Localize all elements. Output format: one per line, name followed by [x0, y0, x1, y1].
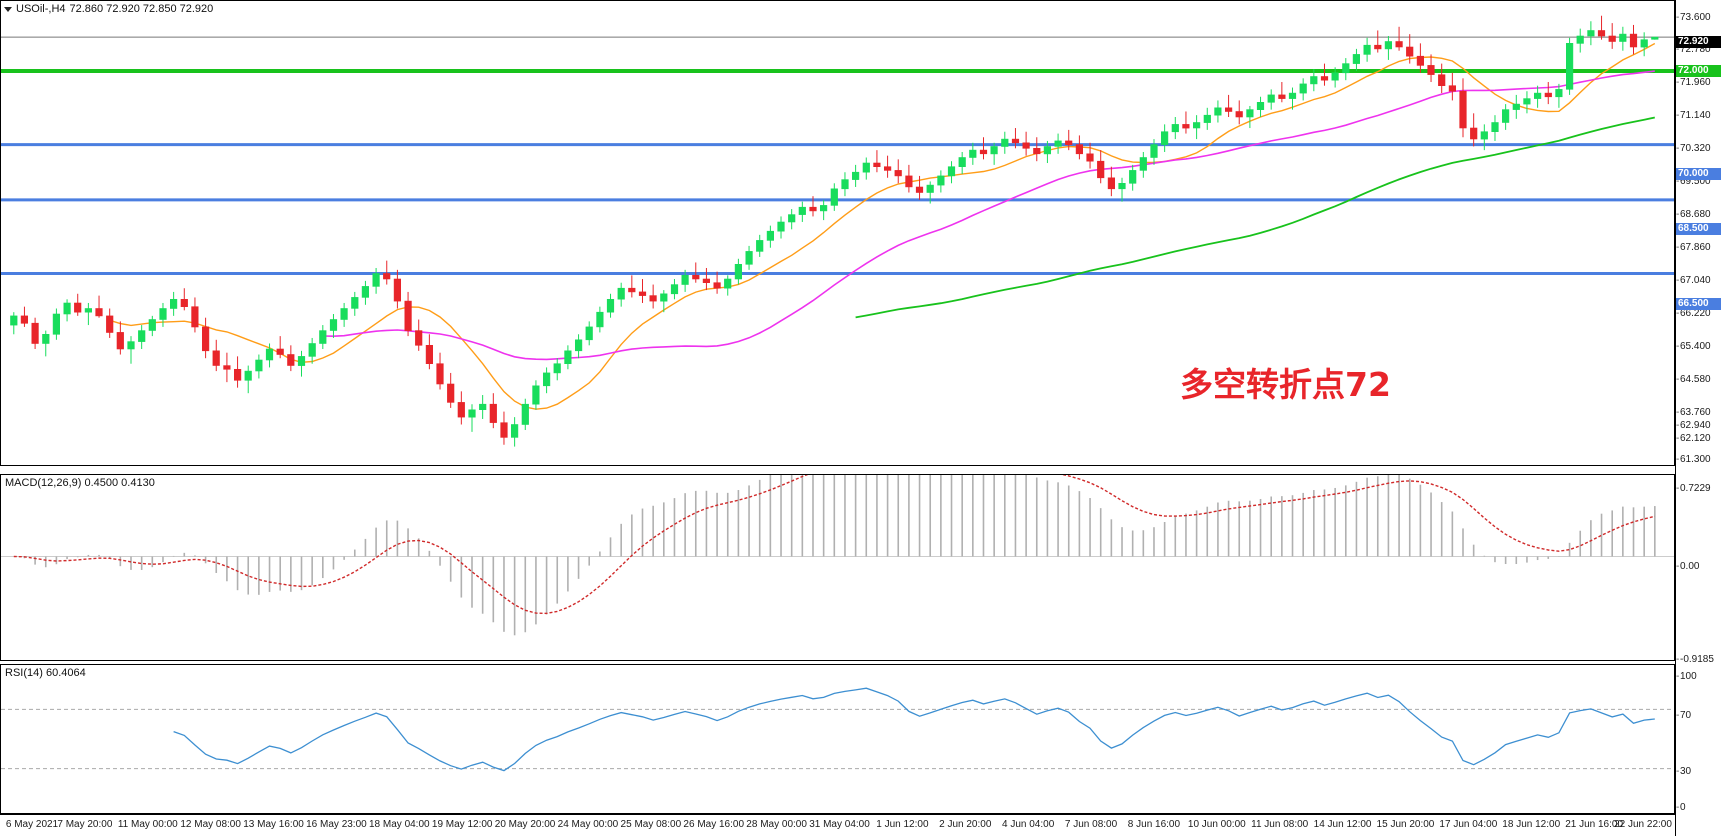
time-label-10: 25 May 08:00: [620, 819, 682, 830]
price-tick-5: -69.500: [1676, 176, 1711, 187]
rsi-title: RSI(14) 60.4064: [5, 667, 86, 679]
time-label-2: 11 May 00:00: [117, 819, 178, 830]
time-label-9: 24 May 00:00: [557, 819, 619, 830]
symbol-label: USOil-,H4: [16, 3, 66, 15]
ohlc-values: 72.860 72.920 72.850 72.920: [69, 3, 214, 15]
time-label-4: 13 May 16:00: [243, 819, 304, 830]
time-label-3: 12 May 08:00: [180, 819, 241, 830]
macd-tick-2: --0.9185: [1676, 654, 1714, 665]
rsi-tick-0: -100: [1676, 671, 1697, 682]
price-tick-15: -61.300: [1676, 454, 1711, 465]
time-label-6: 18 May 04:00: [368, 819, 430, 830]
symbol-header: USOil-,H4 72.860 72.920 72.850 72.920: [4, 3, 213, 15]
price-tick-9: -66.220: [1676, 308, 1711, 319]
price-tick-2: -71.960: [1676, 77, 1711, 88]
level-badge-70[interactable]: 70.000: [1676, 168, 1721, 180]
price-tick-10: -65.400: [1676, 341, 1711, 352]
rsi-tick-1: -70: [1676, 710, 1692, 721]
price-tick-0: -73.600: [1676, 12, 1711, 23]
price-axis[interactable]: -73.600 -72.780 -71.960 -71.140 -70.320 -69.5…: [1675, 0, 1721, 836]
price-tick-4: -70.320: [1676, 143, 1711, 154]
level-badge-68-5[interactable]: 68.500: [1676, 223, 1721, 235]
price-tick-1: -72.780: [1676, 44, 1711, 55]
time-label-8: 20 May 20:00: [494, 819, 556, 830]
level-badge-72[interactable]: 72.000: [1676, 65, 1721, 77]
macd-tick-1: -0.00: [1676, 561, 1700, 572]
time-label-23: 17 Jun 04:00: [1439, 819, 1498, 830]
price-tick-6: -68.680: [1676, 209, 1711, 220]
price-tick-12: -63.760: [1676, 407, 1711, 418]
rsi-pane[interactable]: [0, 664, 1675, 814]
time-label-20: 11 Jun 08:00: [1251, 819, 1309, 830]
time-label-24: 18 Jun 12:00: [1502, 819, 1561, 830]
level-badge-66-5[interactable]: 66.500: [1676, 298, 1721, 310]
time-label-19: 10 Jun 00:00: [1187, 819, 1246, 830]
price-tick-7: -67.860: [1676, 242, 1711, 253]
price-pane[interactable]: [0, 0, 1675, 466]
time-axis[interactable]: 6 May 2021 7 May 20:00 11 May 00:00 12 May …: [0, 814, 1675, 836]
time-label-18: 8 Jun 16:00: [1127, 819, 1181, 830]
time-label-25: 21 Jun 16:00: [1565, 819, 1624, 830]
time-label-1: 7 May 20:00: [57, 819, 113, 830]
time-label-22: 15 Jun 20:00: [1376, 819, 1435, 830]
last-price-badge[interactable]: 72.920: [1676, 36, 1721, 48]
time-label-26: 22 Jun 22:00: [1614, 819, 1672, 830]
rsi-tick-2: -30: [1676, 766, 1692, 777]
time-label-16: 4 Jun 04:00: [1002, 819, 1055, 830]
macd-tick-0: -0.7229: [1676, 483, 1711, 494]
price-tick-8: -67.040: [1676, 275, 1711, 286]
time-label-21: 14 Jun 12:00: [1313, 819, 1372, 830]
time-label-0: 6 May 2021: [5, 819, 59, 830]
rsi-tick-3: -0: [1676, 802, 1686, 813]
price-tick-14: -62.120: [1676, 433, 1711, 444]
time-label-15: 2 Jun 20:00: [939, 819, 992, 830]
time-label-11: 26 May 16:00: [683, 819, 745, 830]
macd-title: MACD(12,26,9) 0.4500 0.4130: [5, 477, 155, 489]
time-label-14: 1 Jun 12:00: [876, 819, 929, 830]
chevron-down-icon[interactable]: [4, 6, 12, 12]
time-label-13: 31 May 04:00: [809, 819, 870, 830]
time-label-17: 7 Jun 08:00: [1064, 819, 1118, 830]
price-tick-11: -64.580: [1676, 374, 1711, 385]
time-label-7: 19 May 12:00: [431, 819, 493, 830]
time-label-5: 16 May 23:00: [306, 819, 367, 830]
time-label-12: 28 May 00:00: [746, 819, 807, 830]
chart-annotation: 多空转折点72: [1180, 365, 1391, 404]
price-tick-13: -62.940: [1676, 420, 1711, 431]
macd-pane[interactable]: [0, 474, 1675, 661]
price-tick-3: -71.140: [1676, 110, 1711, 121]
